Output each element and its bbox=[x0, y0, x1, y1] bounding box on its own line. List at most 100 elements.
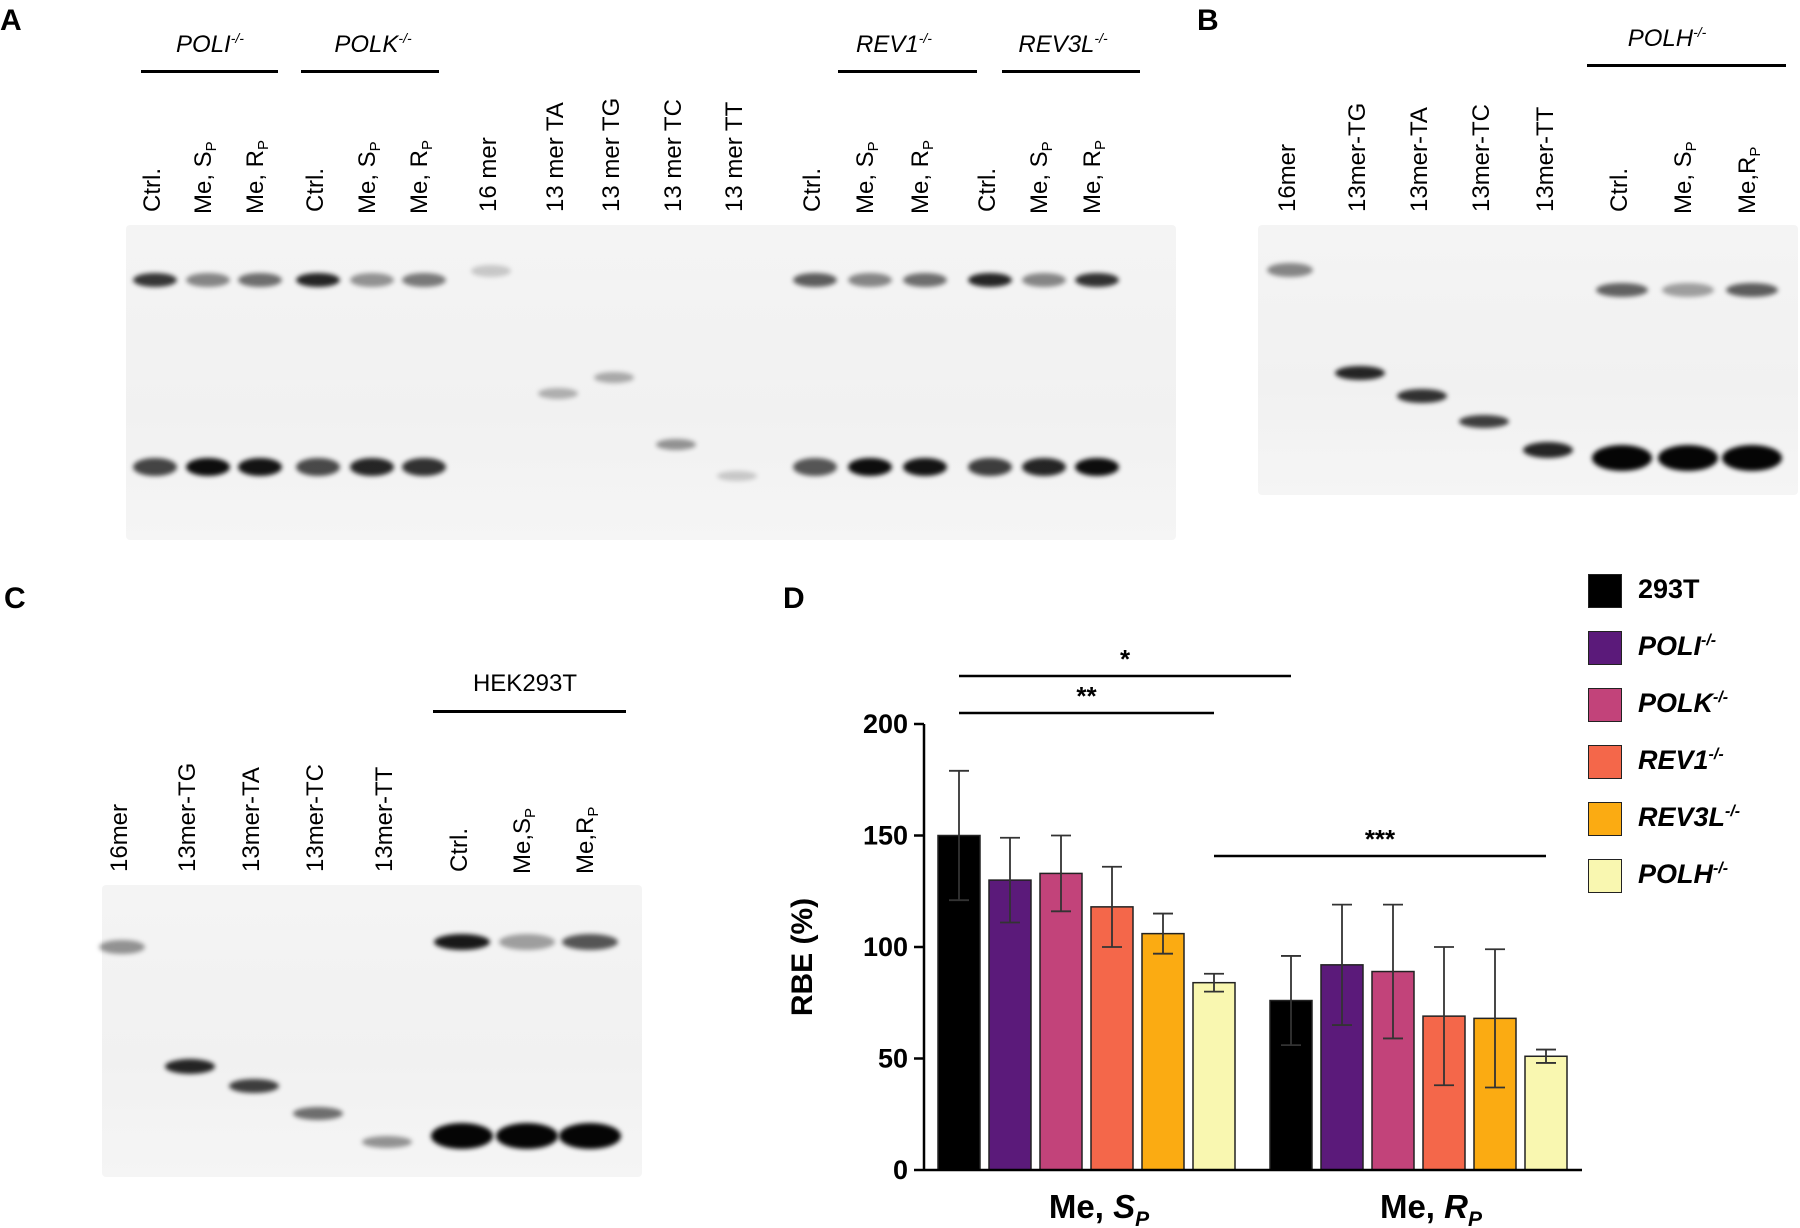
lane-text: Ctrl. bbox=[446, 828, 473, 872]
lane-label-c-6: Me,SP bbox=[509, 808, 539, 874]
y-tick-label: 200 bbox=[863, 709, 908, 739]
bar-293t-0 bbox=[937, 834, 981, 1171]
gel-a-bottom-band bbox=[186, 458, 230, 476]
group-label-hek293t-bar bbox=[433, 710, 626, 713]
lane-text: 13mer-TA bbox=[238, 767, 265, 872]
lane-text: Me, R bbox=[1079, 149, 1106, 214]
group-superscript: -/- bbox=[918, 30, 932, 46]
gel-a-bottom-band bbox=[350, 458, 394, 476]
gel-a-top-band bbox=[793, 273, 837, 287]
bar-rev1-0 bbox=[1090, 906, 1134, 1171]
gel-b-top-band bbox=[1662, 283, 1714, 297]
gel-b-13merTC-band bbox=[1459, 414, 1509, 428]
y-tick-label: 50 bbox=[878, 1044, 908, 1074]
lane-text: 16 mer bbox=[475, 137, 502, 212]
group-label-hek293t: HEK293T bbox=[435, 670, 615, 698]
lane-text: Ctrl. bbox=[799, 168, 826, 212]
lane-label-c-7: Me,RP bbox=[572, 807, 602, 874]
lane-text: 13 mer TC bbox=[660, 99, 687, 212]
lane-text: Me, R bbox=[242, 149, 269, 214]
gel-b-bottom-band bbox=[1722, 445, 1782, 471]
lane-text: Ctrl. bbox=[1606, 168, 1633, 212]
gel-c-top-band bbox=[562, 934, 618, 950]
legend-name: REV3L bbox=[1638, 802, 1726, 832]
group-label-polk: POLK-/- bbox=[283, 30, 463, 59]
lane-subscript: P bbox=[1039, 141, 1056, 152]
gel-b-13merTA-band bbox=[1397, 389, 1447, 403]
legend-label: REV1-/- bbox=[1638, 745, 1724, 776]
lane-label-a-13: Me, RP bbox=[907, 140, 937, 214]
lane-text: Me, S bbox=[1026, 151, 1053, 214]
bar-polh-1 bbox=[1524, 1055, 1568, 1171]
lane-label-b-5: Ctrl. bbox=[1606, 168, 1634, 212]
group-label-rev3l-bar bbox=[1002, 70, 1140, 73]
legend-name: POLI bbox=[1638, 631, 1702, 661]
lane-subscript: P bbox=[1747, 146, 1764, 157]
lane-label-a-11: Ctrl. bbox=[799, 168, 827, 212]
lane-text: 13mer-TT bbox=[1532, 106, 1559, 212]
legend-label: POLK-/- bbox=[1638, 688, 1728, 719]
legend-superscript: -/- bbox=[1708, 746, 1724, 763]
gel-b-bottom-band bbox=[1592, 445, 1652, 471]
lane-text: 13mer-TC bbox=[302, 763, 329, 872]
bar-polk-1 bbox=[1371, 970, 1415, 1171]
lane-label-b-2: 13mer-TA bbox=[1406, 107, 1434, 212]
gel-a-13merTC-band bbox=[656, 438, 696, 450]
gel-a-top-band bbox=[1075, 273, 1119, 287]
lane-text: Me, S bbox=[190, 151, 217, 214]
gel-a-top-band bbox=[848, 273, 892, 287]
gel-c-top-band bbox=[434, 934, 490, 950]
lane-text: 13mer-TA bbox=[1406, 107, 1433, 212]
lane-text: 13mer-TC bbox=[1468, 103, 1495, 212]
legend-name: POLH bbox=[1638, 859, 1714, 889]
legend-swatch bbox=[1588, 688, 1622, 722]
panel-b-label: B bbox=[1197, 4, 1219, 37]
group-label-rev1: REV1-/- bbox=[804, 30, 984, 59]
y-tick-label: 100 bbox=[863, 932, 908, 962]
category-italic-letter: S bbox=[1113, 1188, 1135, 1225]
group-superscript: -/- bbox=[1693, 24, 1707, 40]
lane-text: 13mer-TG bbox=[1344, 102, 1371, 212]
lane-subscript: P bbox=[1683, 141, 1700, 152]
lane-label-c-2: 13mer-TA bbox=[238, 767, 266, 872]
gel-a-top-band bbox=[402, 273, 446, 287]
gel-c-16mer-band bbox=[99, 940, 145, 954]
lane-text: Me, R bbox=[907, 149, 934, 214]
gel-a-bottom-band bbox=[1022, 458, 1066, 476]
panel-a-label: A bbox=[0, 4, 22, 37]
lane-subscript: P bbox=[255, 139, 272, 150]
legend-label: 293T bbox=[1638, 574, 1700, 605]
bar-polh-0 bbox=[1192, 981, 1236, 1171]
gel-c-bottom-band bbox=[496, 1123, 558, 1149]
gel-c-bottom-band bbox=[559, 1123, 621, 1149]
group-label-polh-bar bbox=[1587, 64, 1786, 67]
gel-a-13merTA-band bbox=[538, 387, 578, 399]
lane-text: Me, S bbox=[1670, 151, 1697, 214]
lane-label-b-4: 13mer-TT bbox=[1532, 107, 1560, 212]
gel-a-bottom-band bbox=[968, 458, 1012, 476]
group-superscript: -/- bbox=[1094, 30, 1108, 46]
lane-subscript: P bbox=[203, 141, 220, 152]
lane-label-a-2: Me, RP bbox=[242, 140, 272, 214]
y-axis-label: RBE (%) bbox=[786, 898, 819, 1016]
bar-poli-1 bbox=[1320, 964, 1364, 1171]
legend-name: POLK bbox=[1638, 688, 1714, 718]
lane-label-a-5: Me, RP bbox=[406, 140, 436, 214]
lane-label-b-3: 13mer-TC bbox=[1468, 104, 1496, 212]
lane-text: Me,R bbox=[572, 816, 599, 874]
group-label-polk-bar bbox=[301, 70, 439, 73]
gel-b-13merTT-band bbox=[1523, 442, 1573, 458]
legend-superscript: -/- bbox=[1713, 689, 1729, 706]
lane-label-a-10: 13 mer TT bbox=[721, 102, 749, 212]
gel-c-bottom-band bbox=[431, 1123, 493, 1149]
lane-label-a-3: Ctrl. bbox=[302, 168, 330, 212]
lane-label-c-0: 16mer bbox=[106, 804, 134, 872]
legend-swatch bbox=[1588, 859, 1622, 893]
gel-a-bottom-band bbox=[133, 458, 177, 476]
bar-poli-0 bbox=[988, 879, 1032, 1171]
lane-text: 16mer bbox=[106, 803, 133, 872]
gel-a-16mer-band bbox=[471, 265, 511, 277]
gel-a-bottom-band bbox=[402, 458, 446, 476]
gel-b-top-band bbox=[1726, 283, 1778, 297]
lane-label-b-1: 13mer-TG bbox=[1344, 103, 1372, 212]
